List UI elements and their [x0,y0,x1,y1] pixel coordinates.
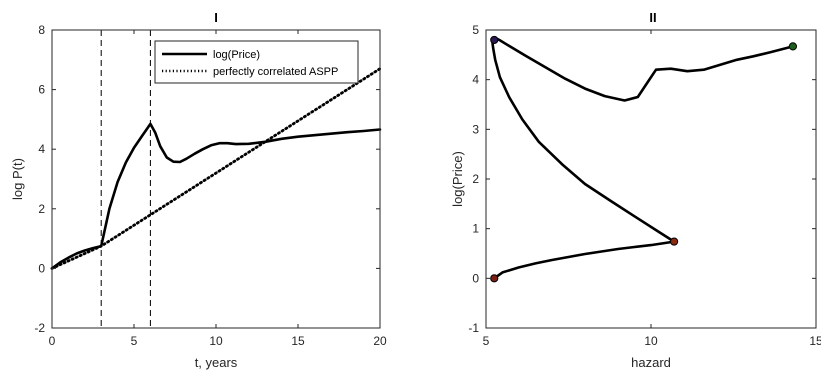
panel-i-x-tick-label: 20 [373,334,387,348]
panel-ii-y-axis-label: log(Price) [450,151,465,207]
panel-ii-marker-point [788,42,798,51]
legend-box [154,40,359,84]
panel-i-y-tick-label: -2 [34,321,45,335]
panel-i-legend: log(Price) perfectly correlated ASPP [154,40,359,84]
legend-entry-aspp: perfectly correlated ASPP [213,66,338,78]
panel-ii-y-tick-label: 4 [472,73,479,87]
panel-ii-axes-box [485,29,817,329]
panel-ii-marker-point [670,237,679,246]
panel-ii-series-0-line [491,36,795,280]
panel-i-y-tick-label: 2 [38,202,45,216]
panel-ii-y-tick-label: 2 [472,172,479,186]
panel-ii-x-axis-label: hazard [631,355,671,370]
panel-i-title: I [214,10,218,25]
panel-i-x-tick-label: 0 [49,334,56,348]
panel-i-x-tick-label: 15 [291,334,305,348]
panel-i: I 0 5 10 15 20 -2 0 2 4 6 8 t, years log P(t) log… [10,10,387,370]
panel-i-y-tick-label: 6 [38,83,45,97]
panel-i-series-1-line [50,67,382,270]
panel-i-y-tick-label: 4 [38,142,45,156]
panel-i-x-ticks: 0 5 10 15 20 [49,30,387,348]
panel-ii-title: II [649,10,656,25]
panel-ii-plot-area [490,35,798,283]
panel-ii-y-tick-label: 1 [472,222,479,236]
panel-i-y-tick-label: 8 [38,23,45,37]
panel-ii-marker-point [490,274,499,283]
panel-i-x-axis-label: t, years [195,355,238,370]
panel-ii-x-tick-label: 15 [809,334,821,348]
panel-ii: II 5 10 15 -1 0 1 2 3 4 5 hazard log(Price) [450,10,821,370]
panel-ii-x-tick-label: 5 [483,334,490,348]
panel-ii-x-ticks: 5 10 15 [483,30,821,348]
panel-ii-y-tick-label: 3 [472,122,479,136]
panel-ii-y-tick-label: -1 [468,321,479,335]
panel-ii-y-ticks: -1 0 1 2 3 4 5 [468,23,816,335]
panel-i-plot-area [50,30,382,328]
panel-ii-x-tick-label: 10 [644,334,658,348]
panel-ii-marker-point [490,35,499,45]
panel-ii-y-tick-label: 5 [472,23,479,37]
panel-i-y-axis-label: log P(t) [10,158,25,200]
legend-entry-log-price: log(Price) [213,49,260,61]
panel-i-y-ticks: -2 0 2 4 6 8 [34,23,380,335]
panel-i-x-tick-label: 5 [131,334,138,348]
panel-i-y-tick-label: 0 [38,261,45,275]
panel-ii-y-tick-label: 0 [472,271,479,285]
panel-i-x-tick-label: 10 [209,334,223,348]
